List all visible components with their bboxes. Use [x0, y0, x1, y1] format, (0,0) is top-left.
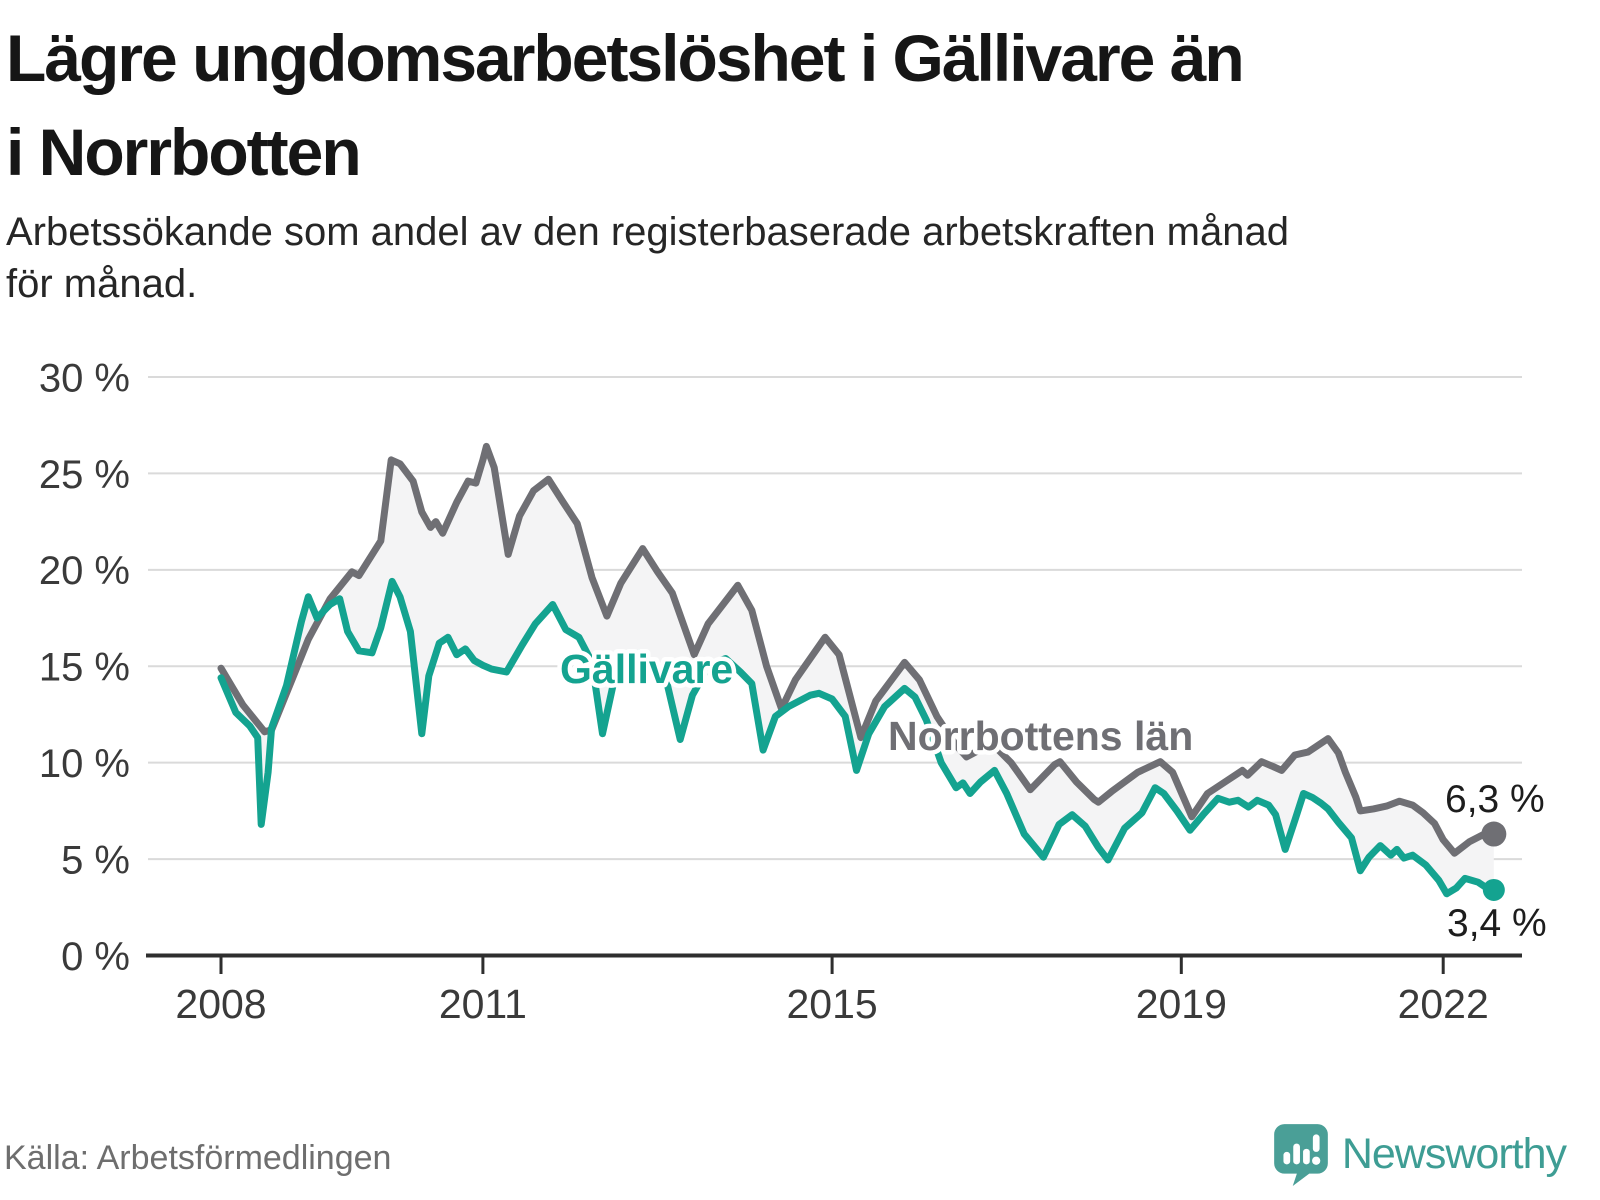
y-tick-label: 5 %	[61, 838, 130, 882]
series-line-gallivare	[217, 577, 1498, 898]
x-tick-label: 2011	[439, 981, 527, 1027]
x-tick-label: 2008	[175, 981, 266, 1027]
y-tick-label: 15 %	[39, 646, 130, 690]
chart-title-line1: Lägre ungdomsarbetslöshet i Gällivare än	[6, 21, 1245, 95]
x-tick-label: 2019	[1136, 981, 1227, 1027]
newsworthy-logo: Newsworthy	[1272, 1122, 1567, 1186]
chart-subtitle: Arbetssökande som andel av den registerb…	[6, 206, 1576, 310]
chart-subtitle-line2: för månad.	[6, 262, 198, 306]
series-label-norrbotten: Norrbottens län	[888, 713, 1193, 759]
x-axis: 2008 2011 2015 2019 2022	[146, 953, 1522, 1027]
series-label-gallivare: Gällivare	[560, 646, 733, 692]
y-tick-label: 10 %	[39, 742, 130, 786]
y-tick-label: 0 %	[61, 935, 130, 979]
y-axis-labels: 0 % 5 % 10 % 15 % 20 % 25 % 30 %	[39, 356, 130, 978]
end-value-label: 6,3 %	[1445, 778, 1545, 821]
series-line-norrbotten	[217, 442, 1498, 857]
end-value-label: 3,4 %	[1447, 902, 1547, 945]
series-labels: Gällivare Norrbottens län	[556, 642, 1198, 764]
series-end-dot	[1481, 821, 1507, 847]
source-note: Källa: Arbetsförmedlingen	[4, 1139, 392, 1177]
chart-title: Lägre ungdomsarbetslöshet i Gällivare än…	[6, 12, 1576, 199]
chart-subtitle-line1: Arbetssökande som andel av den registerb…	[6, 210, 1289, 254]
end-value-labels: 6,3 % 3,4 %	[1445, 778, 1547, 945]
newsworthy-wordmark: Newsworthy	[1341, 1129, 1567, 1178]
series-end-dot	[1482, 878, 1505, 901]
series-lines	[217, 442, 1507, 901]
x-tick-label: 2022	[1398, 981, 1489, 1027]
y-tick-label: 30 %	[39, 356, 130, 400]
x-tick-label: 2015	[786, 981, 877, 1027]
y-tick-label: 20 %	[39, 549, 130, 593]
chart-title-line2: i Norrbotten	[6, 114, 362, 189]
y-tick-label: 25 %	[39, 453, 130, 497]
newsworthy-icon	[1273, 1124, 1328, 1186]
